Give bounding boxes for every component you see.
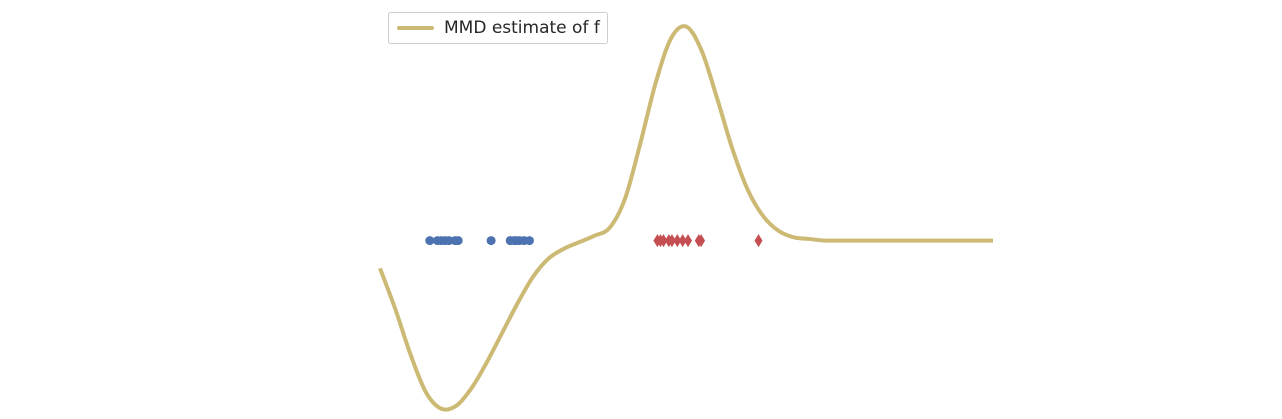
sample-point-red [697, 234, 706, 248]
legend: MMD estimate of f [388, 12, 608, 44]
sample-point-red [678, 234, 687, 248]
sample-point-blue [486, 236, 496, 246]
sample-point-red [684, 234, 693, 248]
sample-point-red [754, 234, 763, 248]
legend-line-swatch [397, 26, 434, 30]
mmd-estimate-line [378, 24, 993, 412]
sample-point-red [667, 234, 676, 248]
legend-label: MMD estimate of f [444, 18, 600, 38]
sample-point-red [673, 234, 682, 248]
sample-point-blue [425, 236, 435, 246]
sample-point-red [659, 234, 668, 248]
sample-point-blue [453, 236, 463, 246]
sample-point-blue [524, 236, 534, 246]
